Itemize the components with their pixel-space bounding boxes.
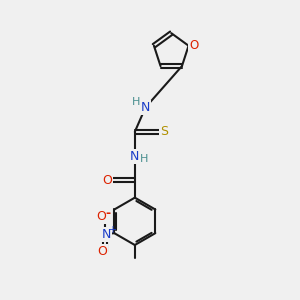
Text: +: + <box>108 224 116 235</box>
Text: N: N <box>102 228 111 241</box>
Text: N: N <box>130 150 140 163</box>
Text: H: H <box>131 97 140 107</box>
Text: O: O <box>189 39 199 52</box>
Text: N: N <box>141 101 150 114</box>
Text: O: O <box>97 245 107 258</box>
Text: O: O <box>102 174 112 187</box>
Text: -: - <box>106 207 111 220</box>
Text: H: H <box>140 154 149 164</box>
Text: S: S <box>160 125 168 138</box>
Text: O: O <box>97 210 106 223</box>
